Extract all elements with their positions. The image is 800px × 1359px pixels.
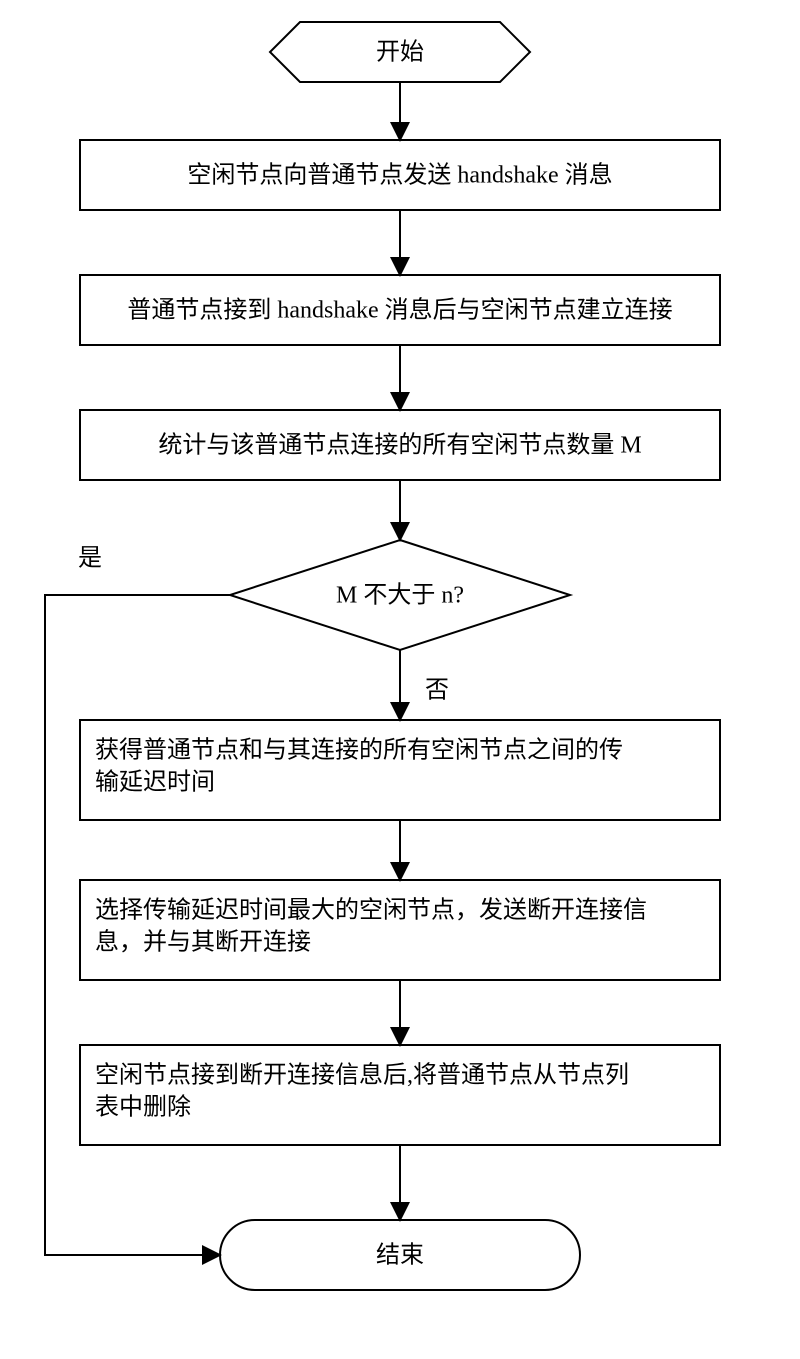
node-decision: M 不大于 n? <box>230 540 570 650</box>
node-label: 息，并与其断开连接 <box>95 929 311 956</box>
flowchart-diagram: 开始空闲节点向普通节点发送 handshake 消息普通节点接到 handsha… <box>0 0 800 1359</box>
node-step4: 获得普通节点和与其连接的所有空闲节点之间的传输延迟时间 <box>80 720 720 820</box>
node-step2: 普通节点接到 handshake 消息后与空闲节点建立连接 <box>80 275 720 345</box>
node-step6: 空闲节点接到断开连接信息后,将普通节点从节点列表中删除 <box>80 1045 720 1145</box>
node-label: 统计与该普通节点连接的所有空闲节点数量 M <box>158 432 641 459</box>
node-label: 开始 <box>376 39 424 66</box>
edge-decision-yes <box>45 595 230 1255</box>
node-label: 表中删除 <box>95 1094 191 1121</box>
edge-label: 否 <box>425 678 449 704</box>
node-step1: 空闲节点向普通节点发送 handshake 消息 <box>80 140 720 210</box>
node-label: 普通节点接到 handshake 消息后与空闲节点建立连接 <box>127 297 672 324</box>
node-step5: 选择传输延迟时间最大的空闲节点，发送断开连接信息，并与其断开连接 <box>80 880 720 980</box>
node-label: 输延迟时间 <box>95 769 215 796</box>
node-step3: 统计与该普通节点连接的所有空闲节点数量 M <box>80 410 720 480</box>
node-label: 选择传输延迟时间最大的空闲节点，发送断开连接信 <box>95 897 647 924</box>
node-label: 空闲节点向普通节点发送 handshake 消息 <box>187 162 612 189</box>
node-label: M 不大于 n? <box>336 582 464 609</box>
node-end: 结束 <box>220 1220 580 1290</box>
edge-label: 是 <box>78 546 102 572</box>
node-label: 获得普通节点和与其连接的所有空闲节点之间的传 <box>95 737 623 764</box>
node-start: 开始 <box>270 22 530 82</box>
node-label: 结束 <box>376 1242 424 1269</box>
node-label: 空闲节点接到断开连接信息后,将普通节点从节点列 <box>95 1062 629 1089</box>
